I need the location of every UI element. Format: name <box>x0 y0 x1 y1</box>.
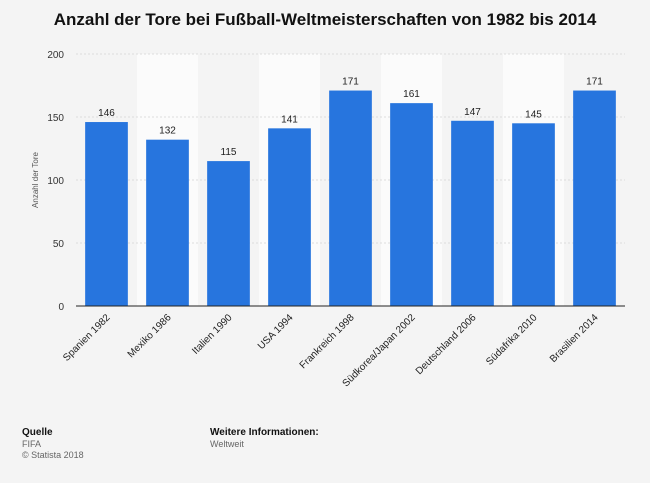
x-tick-label: Frankreich 1998 <box>298 312 357 371</box>
x-axis-ticks: Spanien 1982 Mexiko 1986 Italien 1990 USA 1… <box>61 312 601 389</box>
bar <box>573 90 616 306</box>
data-label: 145 <box>525 109 542 120</box>
source-heading: Quelle <box>22 427 53 438</box>
bar <box>390 103 433 306</box>
bar <box>329 90 372 306</box>
x-tick-label: Brasilien 2014 <box>548 312 601 365</box>
chart-title: Anzahl der Tore bei Fußball-Weltmeisters… <box>53 10 597 29</box>
bar <box>512 123 555 306</box>
source-name: FIFA <box>22 439 42 449</box>
data-label: 147 <box>464 107 481 118</box>
y-tick-label: 200 <box>47 50 64 61</box>
y-tick-label: 50 <box>53 239 65 250</box>
bar <box>451 120 494 306</box>
copyright: © Statista 2018 <box>22 450 84 460</box>
x-tick-label: USA 1994 <box>256 312 296 352</box>
data-label: 161 <box>403 89 420 100</box>
bar <box>146 139 189 306</box>
x-tick-label: Spanien 1982 <box>61 312 113 364</box>
bar <box>268 128 311 306</box>
bar <box>85 122 128 306</box>
x-tick-label: Deutschland 2006 <box>414 312 479 377</box>
y-tick-label: 100 <box>47 176 64 187</box>
data-label: 141 <box>281 114 298 125</box>
data-label: 146 <box>98 108 115 119</box>
y-tick-label: 150 <box>47 113 64 124</box>
data-label: 171 <box>586 77 603 88</box>
x-tick-label: Südafrika 2010 <box>484 312 540 368</box>
info-heading: Weitere Informationen: <box>210 427 319 438</box>
info-text: Weltweit <box>210 439 244 449</box>
bar <box>207 161 250 306</box>
data-labels: 146 132 115 141 171 161 147 145 171 <box>98 77 603 159</box>
y-axis-label: Anzahl der Tore <box>31 152 40 208</box>
y-tick-label: 0 <box>58 302 64 313</box>
data-label: 115 <box>221 147 237 158</box>
x-tick-label: Mexiko 1986 <box>126 312 174 360</box>
x-tick-label: Italien 1990 <box>190 312 235 357</box>
data-label: 132 <box>159 126 176 137</box>
bars <box>85 90 616 306</box>
data-label: 171 <box>342 77 359 88</box>
y-axis-ticks: 0 50 100 150 200 <box>47 50 64 313</box>
